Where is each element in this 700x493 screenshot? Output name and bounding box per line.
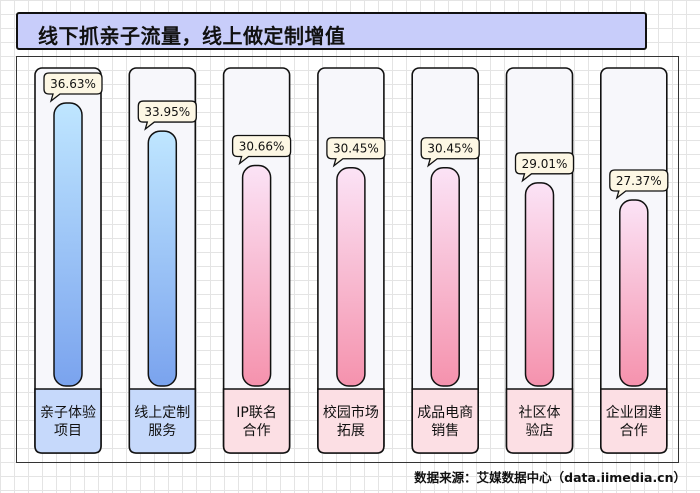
value-bubble [137,100,197,131]
bar [524,182,555,387]
category-label: 社区体 [519,405,561,421]
value-bubble [514,152,575,183]
bar [241,164,272,387]
value-label: 33.95% [144,105,190,119]
category-label: 合作 [243,423,271,439]
category-label: 项目 [54,423,82,439]
bar [147,130,178,387]
bar [619,199,649,387]
value-bubble [231,134,292,166]
chart-frame [16,56,679,463]
bar [430,166,460,387]
category-label: 成品电商 [417,405,473,421]
page-title: 线下抓亲子流量，线上做定制增值 [38,24,346,48]
value-label: 30.45% [333,142,379,156]
category-label: 拓展 [337,423,365,439]
value-label: 29.01% [522,157,568,171]
value-bubble [420,137,480,168]
category-label: 验店 [526,423,554,439]
value-label: 30.66% [239,140,285,154]
category-label: IP联名 [236,405,277,421]
category-label-box [128,388,197,454]
value-bubble [43,72,103,103]
category-label: 合作 [620,423,648,439]
category-label: 销售 [431,423,459,439]
title-banner: 线下抓亲子流量，线上做定制增值 [16,12,647,50]
value-bubble [326,137,386,168]
category-label-box [34,388,102,454]
value-label: 30.45% [427,142,473,156]
bar [336,166,366,387]
data-source: 数据来源：艾媒数据中心（data.iimedia.cn） [414,470,686,485]
category-label-box [600,388,668,454]
category-label: 企业团建 [606,404,662,421]
value-label: 27.37% [616,174,662,188]
category-label-box [317,388,385,454]
category-label-box [411,388,479,454]
category-label: 服务 [148,423,176,439]
value-bubble [609,169,669,200]
category-label-box [505,388,574,454]
category-label: 亲子体验 [40,405,96,421]
category-label-box [222,388,291,454]
category-label: 校园市场 [323,404,379,421]
bar [53,102,83,387]
value-label: 36.63% [50,77,96,91]
category-label: 线上定制 [134,405,190,421]
